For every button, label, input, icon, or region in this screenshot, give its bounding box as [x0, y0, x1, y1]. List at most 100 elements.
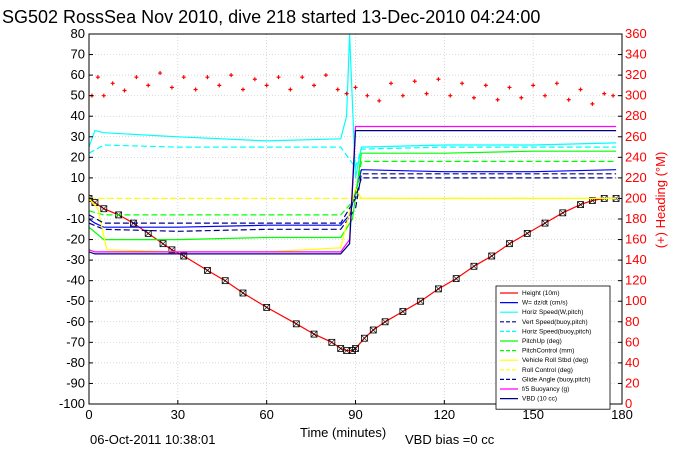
marker-box — [180, 252, 188, 260]
x-tick-label: 30 — [171, 407, 185, 422]
x-tick-label: 150 — [522, 407, 544, 422]
heading-point — [424, 91, 429, 96]
legend-label: Horiz Speed(buoy,pitch) — [522, 328, 591, 335]
marker-box — [577, 201, 584, 209]
marker-box — [381, 318, 389, 326]
marker-cross — [559, 209, 566, 217]
marker-box — [239, 289, 247, 297]
heading-point — [353, 85, 358, 90]
left-tick-label: 80 — [71, 26, 85, 41]
right-tick-label: 360 — [625, 26, 647, 41]
heading-mark — [543, 93, 548, 98]
heading-mark — [471, 95, 476, 100]
right-tick-label: 140 — [625, 252, 647, 267]
right-tick-label: 220 — [625, 170, 647, 185]
right-tick-label: 120 — [625, 273, 647, 288]
series-line-11 — [89, 130, 617, 255]
left-tick-label: -40 — [66, 273, 85, 288]
series-marker — [559, 209, 567, 217]
heading-point — [134, 75, 139, 80]
series-marker — [337, 345, 345, 352]
marker-box — [506, 240, 513, 248]
series-marker — [577, 201, 584, 209]
heading-mark — [300, 75, 305, 80]
heading-point — [554, 81, 559, 86]
heading-mark — [95, 75, 100, 80]
heading-point — [400, 93, 405, 98]
legend-label: Horiz Speed(W,pitch) — [522, 309, 583, 316]
x-tick-label: 180 — [611, 407, 633, 422]
left-tick-label: 30 — [71, 129, 85, 144]
heading-mark — [578, 87, 583, 92]
series-marker — [417, 297, 425, 305]
heading-point — [181, 75, 186, 80]
heading-point — [448, 93, 453, 98]
marker-cross — [91, 199, 99, 206]
heading-point — [101, 93, 106, 98]
heading-point — [460, 81, 465, 86]
heading-mark — [436, 77, 441, 82]
left-tick-label: -100 — [59, 396, 85, 411]
marker-cross — [310, 330, 318, 338]
heading-point — [217, 83, 222, 88]
heading-point — [288, 87, 293, 92]
heading-mark — [353, 85, 358, 90]
right-tick-label: 320 — [625, 67, 647, 82]
marker-box — [168, 246, 176, 254]
series-marker — [263, 303, 271, 311]
marker-cross — [506, 240, 513, 247]
heading-mark — [602, 91, 607, 96]
series-line-5 — [89, 150, 617, 241]
right-tick-label: 200 — [625, 190, 647, 205]
heading-mark — [312, 83, 317, 88]
marker-box — [588, 197, 596, 204]
marker-box — [144, 229, 152, 237]
left-tick-label: 20 — [71, 149, 85, 164]
right-tick-label: 260 — [625, 129, 647, 144]
heading-mark — [483, 83, 488, 88]
marker-cross — [381, 318, 389, 325]
right-axis: 0 20 40 60 80 100 120 140 160 180 200 220 240 260 280 3… — [618, 26, 647, 411]
series-marker — [506, 240, 513, 248]
heading-point — [240, 87, 245, 92]
heading-mark — [276, 75, 281, 80]
heading-point — [300, 75, 305, 80]
series-marker — [343, 347, 351, 354]
left-tick-label: -30 — [66, 252, 85, 267]
left-tick-label: -90 — [66, 375, 85, 390]
marker-cross — [221, 277, 229, 284]
marker-box — [399, 308, 407, 315]
series-marker — [470, 262, 478, 270]
marker-cross — [524, 230, 531, 237]
series-marker — [292, 320, 300, 328]
series-marker — [488, 252, 496, 260]
legend-label: Glide Angle (buoy,pitch) — [522, 376, 591, 383]
marker-box — [360, 334, 368, 342]
right-tick-label: 240 — [625, 149, 647, 164]
series-marker — [144, 229, 152, 237]
heading-point — [590, 101, 595, 106]
heading-point — [205, 75, 210, 80]
heading-mark — [193, 87, 198, 92]
legend-label: PitchUp (deg) — [522, 338, 562, 345]
marker-cross — [452, 275, 460, 282]
heading-point — [158, 71, 163, 76]
heading-mark — [460, 81, 465, 86]
marker-cross — [417, 298, 424, 305]
heading-mark — [590, 101, 595, 106]
legend-label: W= dz/dt (cm/s) — [522, 300, 568, 307]
series-marker — [369, 326, 377, 334]
marker-box — [352, 345, 359, 352]
heading-mark — [101, 93, 106, 98]
x-tick-label: 0 — [85, 407, 92, 422]
series-layer — [89, 34, 620, 354]
heading-mark — [110, 81, 115, 86]
marker-box — [541, 219, 549, 227]
heading-mark — [323, 73, 328, 78]
left-tick-label: -80 — [66, 355, 85, 370]
heading-mark — [400, 93, 405, 98]
series-line-1 — [89, 169, 617, 228]
heading-mark — [169, 85, 174, 90]
heading-point — [169, 85, 174, 90]
